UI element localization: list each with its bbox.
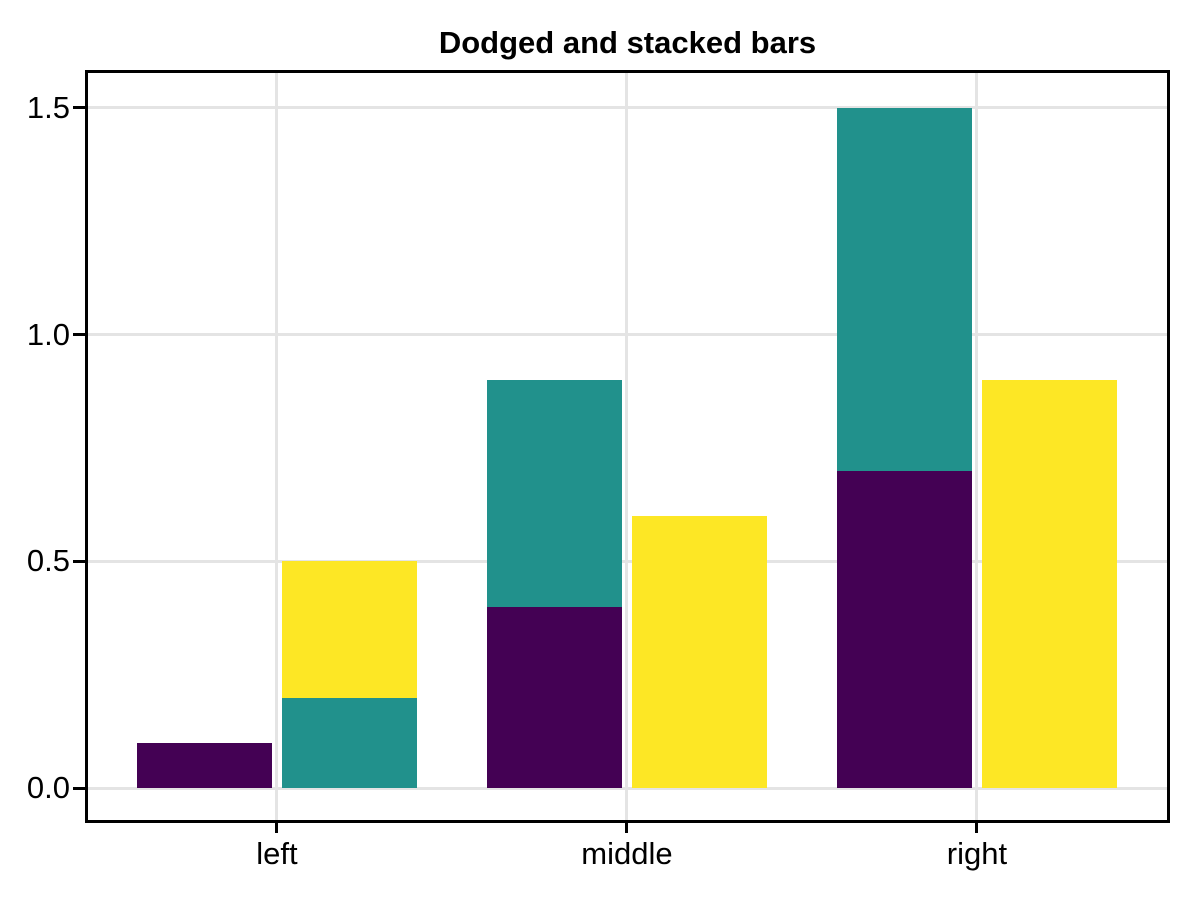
bar-middle-dodge1-purple bbox=[486, 606, 623, 789]
gridline-x-right bbox=[975, 73, 979, 820]
y-tick-label-1.5: 1.5 bbox=[26, 89, 70, 125]
gridline-x-middle bbox=[625, 73, 629, 820]
grid-layer bbox=[88, 73, 1167, 820]
y-tick-label-0.0: 0.0 bbox=[26, 770, 70, 806]
bar-right-dodge1-teal bbox=[836, 107, 973, 471]
bar-right-dodge2-yellow bbox=[981, 380, 1118, 789]
y-tick-label-0.5: 0.5 bbox=[26, 543, 70, 579]
bar-left-dodge2-yellow bbox=[281, 561, 418, 698]
bar-middle-dodge2-yellow bbox=[631, 516, 768, 789]
bars-layer bbox=[88, 73, 1167, 820]
x-tick-left bbox=[275, 820, 279, 833]
x-tick-label-middle: middle bbox=[581, 836, 673, 871]
x-tick-label-left: left bbox=[256, 836, 298, 871]
bar-middle-dodge1-teal bbox=[486, 380, 623, 607]
bar-left-dodge1-purple bbox=[136, 742, 273, 789]
plot-area bbox=[85, 70, 1170, 823]
bar-left-dodge2-teal bbox=[281, 697, 418, 789]
x-tick-middle bbox=[625, 820, 629, 833]
chart-title: Dodged and stacked bars bbox=[438, 25, 817, 60]
gridline-x-left bbox=[275, 73, 279, 820]
y-tick-0.0 bbox=[73, 786, 88, 790]
y-tick-1.5 bbox=[73, 106, 88, 110]
y-tick-label-1.0: 1.0 bbox=[26, 316, 70, 352]
bar-right-dodge1-purple bbox=[836, 470, 973, 789]
y-tick-0.5 bbox=[73, 559, 88, 563]
y-tick-1.0 bbox=[73, 333, 88, 337]
x-tick-right bbox=[975, 820, 979, 833]
x-tick-label-right: right bbox=[946, 836, 1008, 871]
